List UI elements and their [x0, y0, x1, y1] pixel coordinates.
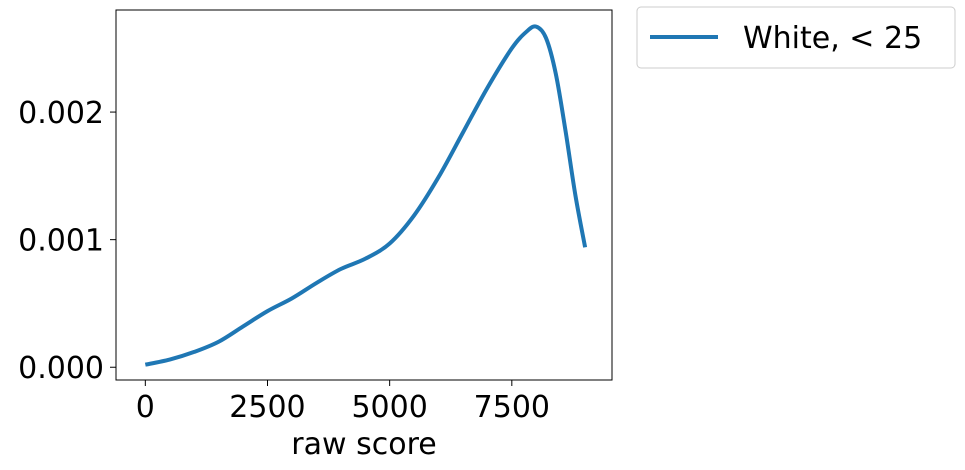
y-tick-label: 0.000 — [18, 351, 104, 386]
plot-background — [116, 10, 612, 380]
y-tick-label: 0.001 — [18, 224, 104, 259]
x-tick-label: 2500 — [229, 390, 305, 425]
x-tick-label: 0 — [136, 390, 155, 425]
series-line — [144, 24, 588, 367]
x-tick-label: 5000 — [351, 390, 427, 425]
x-axis-ticks: 0 2500 5000 7500 — [136, 380, 550, 425]
x-axis-label: raw score — [291, 427, 436, 462]
legend: White, < 25 — [636, 6, 956, 69]
plot-frame — [115, 9, 613, 381]
series-layer — [144, 24, 588, 367]
y-tick-label: 0.002 — [18, 96, 104, 131]
x-tick-label: 7500 — [474, 390, 550, 425]
legend-box — [636, 6, 956, 69]
legend-entry-label: White, < 25 — [743, 21, 922, 56]
y-axis-ticks: 0.000 0.001 0.002 — [18, 96, 116, 386]
